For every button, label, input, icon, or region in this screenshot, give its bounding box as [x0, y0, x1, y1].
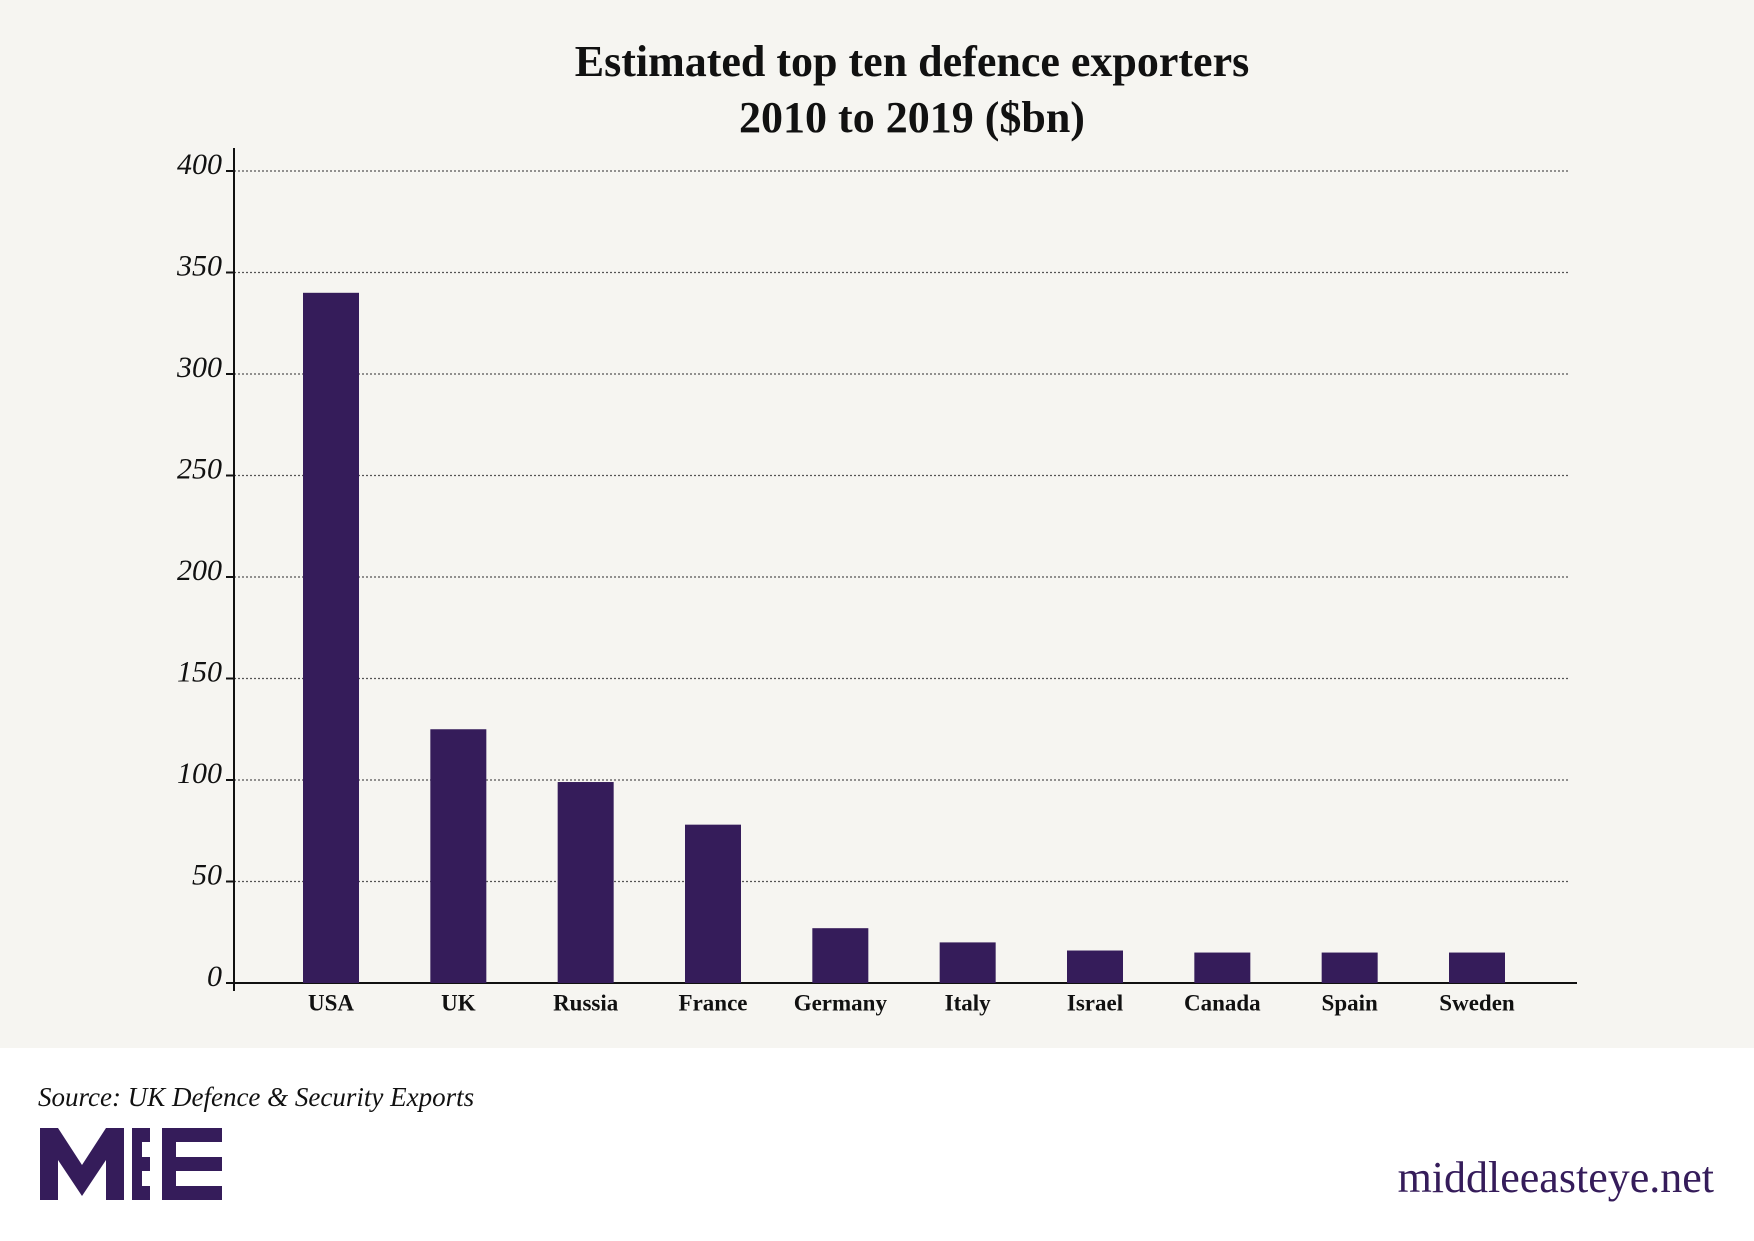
y-tick-label: 400 — [177, 148, 222, 181]
y-tick-label: 100 — [177, 757, 222, 790]
x-tick-label: France — [679, 990, 748, 1015]
bar — [685, 824, 741, 983]
y-tick-label: 350 — [176, 249, 222, 282]
y-tick-label: 0 — [207, 960, 222, 993]
bar — [557, 782, 614, 983]
x-tick-label: USA — [308, 990, 354, 1015]
y-tick-label: 50 — [192, 858, 222, 891]
x-tick-label: Russia — [553, 990, 619, 1015]
x-tick-label: Israel — [1067, 990, 1123, 1015]
bar — [812, 928, 869, 983]
x-tick-label: Germany — [794, 990, 888, 1015]
y-tick-label: 250 — [177, 452, 222, 485]
x-tick-label: Canada — [1184, 990, 1261, 1015]
x-tick-label: UK — [441, 990, 476, 1015]
bar — [1321, 952, 1378, 983]
chart-title: 2010 to 2019 ($bn) — [739, 93, 1085, 142]
y-tick-label: 150 — [177, 655, 222, 688]
chart-background — [0, 0, 1754, 1048]
x-tick-label: Spain — [1322, 990, 1378, 1015]
y-tick-label: 300 — [176, 351, 222, 384]
bar — [939, 942, 996, 983]
y-tick-label: 200 — [177, 554, 222, 587]
bar — [1449, 952, 1505, 983]
bar — [1194, 952, 1251, 983]
bar — [430, 729, 487, 983]
x-tick-label: Italy — [945, 990, 992, 1015]
chart-title: Estimated top ten defence exporters — [575, 37, 1250, 86]
logo — [40, 1128, 222, 1200]
bar — [1067, 950, 1123, 983]
source: Source: UK Defence & Security Exports — [38, 1082, 474, 1112]
bar — [303, 292, 359, 983]
x-tick-label: Sweden — [1439, 990, 1515, 1015]
brand: middleeasteye.net — [1398, 1153, 1714, 1202]
